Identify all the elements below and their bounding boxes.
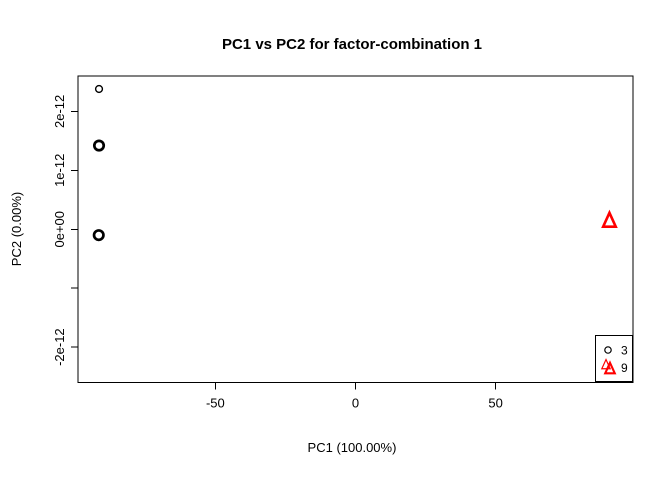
data-points — [92, 84, 618, 242]
legend: 39 — [595, 335, 633, 382]
x-tick-label: -50 — [206, 396, 225, 411]
scatter-point-circle — [92, 229, 105, 242]
axis-ticks: -50 0 50 2e-12 1e-12 0e+00 -2e-12 — [52, 95, 503, 411]
legend-triangle-icon — [603, 360, 617, 375]
plot-title: PC1 vs PC2 for factor-combination 1 — [222, 36, 482, 53]
scatter-point-circle — [92, 139, 106, 152]
scatter-point-triangle — [601, 209, 618, 228]
x-axis-label: PC1 (100.00%) — [308, 440, 397, 455]
x-tick-label: 50 — [488, 396, 502, 411]
scatter-point-circle — [94, 84, 104, 94]
plot-box — [77, 75, 634, 383]
legend-entry-label: 9 — [621, 361, 628, 375]
y-tick-label: 1e-12 — [52, 154, 67, 187]
legend-triangle-icon — [600, 358, 612, 370]
y-tick-label: -2e-12 — [52, 328, 67, 366]
y-tick-label: 2e-12 — [52, 95, 67, 128]
y-axis-label: PC2 (0.00%) — [9, 192, 24, 266]
legend-circle-icon — [604, 346, 612, 354]
legend-entry-label: 3 — [621, 344, 628, 358]
y-tick-label: 0e+00 — [52, 211, 67, 248]
x-tick-label: 0 — [352, 396, 359, 411]
